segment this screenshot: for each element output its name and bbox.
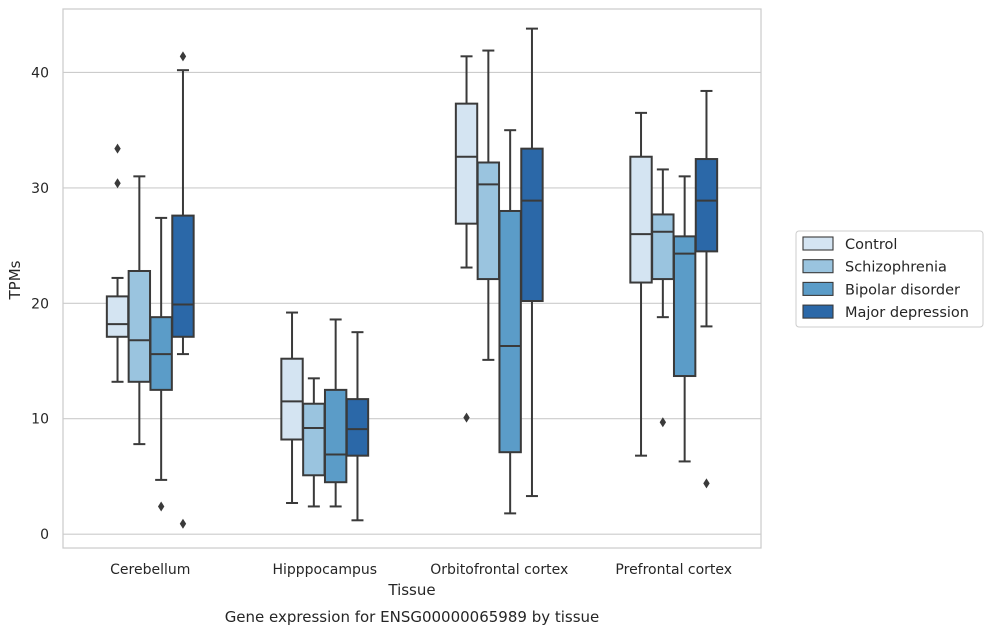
y-tick-label: 30 <box>31 181 49 197</box>
box-2-3 <box>520 27 544 498</box>
box-iqr <box>171 214 195 338</box>
y-tick-label: 20 <box>31 296 49 312</box>
y-tick-label: 0 <box>40 527 49 543</box>
outlier-point <box>179 518 187 529</box>
box-iqr <box>520 147 544 303</box>
plot-area-frame <box>62 8 762 549</box>
y-tick-labels: 0 10 20 30 40 <box>31 65 49 543</box>
box-iqr <box>127 269 152 383</box>
legend-swatch <box>802 304 834 319</box>
outlier-point <box>703 478 710 489</box>
box-iqr <box>302 402 326 477</box>
figure-caption: Gene expression for ENSG00000065989 by t… <box>225 608 600 626</box>
outlier-point <box>157 501 165 512</box>
box-2-1 <box>476 49 501 361</box>
box-iqr <box>672 235 697 378</box>
legend-swatch <box>802 259 834 274</box>
box-iqr <box>323 388 348 484</box>
outlier-point <box>114 178 121 189</box>
legend-items: Control Schizophrenia Bipolar disorder Majo… <box>802 236 969 321</box>
box-1-0 <box>280 311 304 504</box>
legend-label: Schizophrenia <box>845 260 947 276</box>
legend-label: Control <box>845 237 897 253</box>
legend: Control Schizophrenia Bipolar disorder Majo… <box>795 230 984 328</box>
x-tick-label: Orbitofrontal cortex <box>430 562 568 578</box>
box-iqr <box>694 158 719 253</box>
outlier-point <box>463 412 470 423</box>
legend-swatch <box>802 236 834 251</box>
legend-frame <box>795 230 984 328</box>
x-tick-label: Cerebellum <box>110 562 190 578</box>
box-1-3 <box>345 331 370 522</box>
y-tick-label: 40 <box>31 65 49 81</box>
box-iqr <box>476 161 501 281</box>
box-0-3 <box>171 51 195 529</box>
box-0-1 <box>127 175 152 446</box>
outlier-point <box>179 51 187 62</box>
box-3-3 <box>694 89 719 489</box>
x-tick-label: Prefrontal cortex <box>615 562 732 578</box>
y-tick-label: 10 <box>31 412 49 428</box>
legend-swatch <box>802 281 834 296</box>
legend-label: Bipolar disorder <box>845 282 960 298</box>
box-3-1 <box>651 168 675 428</box>
box-0-2 <box>149 216 173 512</box>
box-iqr <box>105 295 130 338</box>
box-iqr <box>651 213 675 281</box>
box-iqr <box>454 102 479 225</box>
box-iqr <box>280 357 304 441</box>
y-axis-label: TPMs <box>6 260 24 300</box>
box-groups <box>105 27 719 529</box>
outlier-point <box>114 143 121 154</box>
box-0-0 <box>105 143 130 383</box>
x-axis-label: Tissue <box>387 581 435 599</box>
box-iqr <box>629 155 653 284</box>
x-tick-label: Hipppocampus <box>272 562 377 578</box>
box-iqr <box>345 398 370 457</box>
legend-label: Major depression <box>845 305 969 321</box>
x-tick-labels: Cerebellum Hipppocampus Orbitofrontal cort… <box>110 562 732 578</box>
outlier-point <box>659 417 667 428</box>
box-2-2 <box>498 129 522 515</box>
box-3-2 <box>672 175 697 463</box>
box-iqr <box>498 209 522 454</box>
